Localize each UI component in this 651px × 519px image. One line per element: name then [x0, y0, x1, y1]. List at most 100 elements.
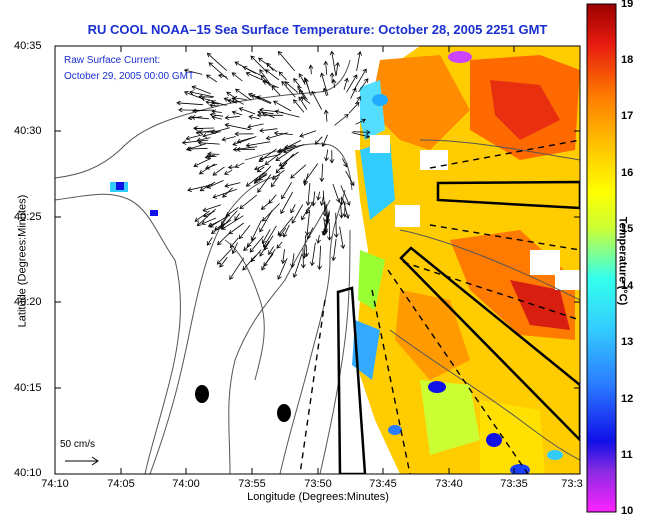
- current-vector: [281, 181, 293, 199]
- current-vector-head: [344, 77, 349, 83]
- current-vector: [212, 166, 225, 176]
- y-tick-label: 40:30: [14, 125, 42, 137]
- current-vector: [280, 191, 294, 214]
- current-vector-head: [297, 85, 302, 91]
- colorbar: [586, 3, 617, 513]
- current-vector: [194, 210, 210, 222]
- y-tick-label: 40:15: [14, 382, 42, 394]
- current-vector: [283, 144, 305, 153]
- map-title: RU COOL NOAA–15 Sea Surface Temperature:…: [87, 22, 548, 37]
- current-vector: [278, 51, 295, 71]
- current-vector-head: [281, 80, 286, 86]
- current-vector: [301, 96, 311, 104]
- current-vector: [234, 213, 240, 221]
- current-vector: [291, 253, 295, 268]
- current-vector: [182, 139, 209, 144]
- current-vector-head: [303, 178, 308, 184]
- current-vector-head: [189, 90, 194, 95]
- current-vector-head: [323, 60, 329, 66]
- current-vector-head: [217, 240, 222, 246]
- current-vector: [277, 216, 294, 236]
- y-ticks: [55, 45, 580, 475]
- current-vector-head: [284, 144, 289, 150]
- current-vector-head: [201, 220, 206, 225]
- current-vector-head: [199, 187, 205, 192]
- current-vector-head: [331, 78, 337, 84]
- current-vector: [271, 85, 281, 96]
- current-vector-head: [238, 234, 244, 240]
- current-vector: [218, 74, 228, 78]
- current-vector-head: [209, 112, 215, 118]
- colorbar-tick-label: 12: [621, 393, 634, 405]
- current-vector-head: [250, 236, 256, 242]
- colorbar-tick-label: 13: [621, 336, 634, 348]
- current-vector: [201, 217, 217, 225]
- survey-lines: [299, 139, 580, 474]
- current-vector-head: [238, 107, 244, 112]
- current-vector: [346, 74, 358, 93]
- current-vector: [209, 104, 220, 107]
- current-vector: [268, 246, 274, 255]
- current-vector-head: [304, 252, 309, 258]
- current-vector: [234, 61, 256, 74]
- current-vector: [307, 182, 311, 206]
- current-vector-head: [231, 249, 237, 255]
- current-vector: [263, 225, 277, 248]
- current-vector-head: [206, 52, 212, 58]
- current-vector: [238, 224, 251, 239]
- current-vector-head: [321, 142, 327, 148]
- current-vector: [222, 187, 233, 198]
- current-vector: [290, 164, 307, 179]
- current-vector-head: [187, 115, 193, 121]
- current-vector: [317, 191, 320, 200]
- current-vector: [259, 210, 273, 233]
- current-vector-head: [191, 85, 197, 90]
- x-tick-label: 73:35: [500, 478, 528, 490]
- current-vector: [212, 116, 223, 120]
- current-vector-head: [261, 239, 267, 244]
- current-vector-head: [185, 146, 191, 152]
- current-vector-head: [356, 96, 361, 101]
- current-vector-head: [339, 201, 344, 206]
- current-vector-head: [273, 130, 279, 136]
- current-vector-head: [197, 140, 203, 146]
- current-vector-head: [239, 204, 245, 210]
- current-vector-head: [219, 262, 224, 268]
- current-vector: [340, 185, 350, 206]
- current-vector-head: [176, 100, 181, 106]
- current-vector-head: [202, 207, 208, 212]
- current-vector: [217, 247, 233, 265]
- current-vector: [261, 202, 269, 210]
- current-vector-head: [198, 94, 203, 100]
- current-vector: [277, 145, 297, 153]
- current-vector: [254, 164, 265, 170]
- current-vector-head: [257, 188, 262, 193]
- current-vector: [199, 96, 214, 98]
- x-tick-label: 73:3: [561, 478, 583, 490]
- current-vector: [226, 91, 235, 99]
- current-vector: [259, 109, 284, 113]
- current-vector-head: [222, 193, 227, 198]
- y-tick-label: 40:35: [14, 40, 42, 52]
- x-ticks: [54, 46, 581, 474]
- current-vector: [249, 235, 264, 253]
- current-vector: [333, 79, 335, 88]
- current-vector-head: [214, 226, 219, 231]
- current-vector: [310, 65, 312, 75]
- current-vector: [239, 107, 256, 115]
- current-vector-head: [314, 140, 320, 145]
- current-vector: [277, 257, 288, 280]
- current-vector-head: [256, 167, 262, 173]
- current-vector: [225, 206, 239, 217]
- current-vector: [247, 123, 264, 128]
- current-vector: [258, 172, 267, 181]
- current-vector-head: [211, 115, 217, 120]
- current-vector-head: [190, 115, 196, 120]
- current-vector: [198, 142, 220, 145]
- current-vector-head: [273, 100, 278, 105]
- current-vector-head: [308, 64, 314, 69]
- current-vector-head: [264, 245, 269, 251]
- current-vector: [283, 224, 290, 238]
- current-vector: [264, 149, 285, 165]
